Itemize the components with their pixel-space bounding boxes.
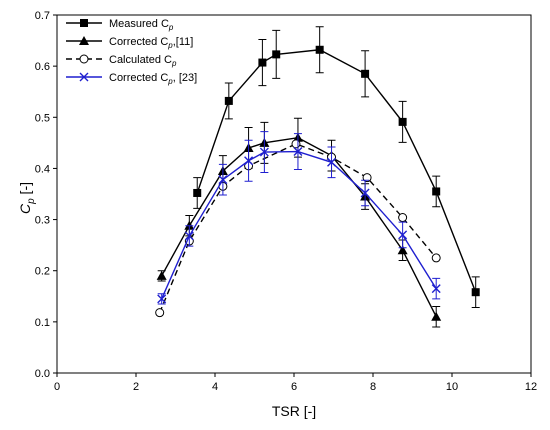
legend-item: Calculated Cp [66,54,177,68]
marker-cross [157,294,167,304]
marker-triangle [431,311,442,321]
legend-item: Corrected Cp,[11] [66,36,193,50]
series-measured-cp [193,26,480,309]
marker-square [361,69,370,78]
marker-square [432,187,441,196]
x-tick-label: 8 [370,381,376,393]
marker-triangle [79,36,89,45]
y-axis-label-sub: p [26,198,37,205]
series-line [161,150,437,300]
marker-circle [79,54,89,64]
series-line [159,143,437,313]
axis-ticks: 0 2 4 6 8 10 12 0.0 0.1 0.2 0.3 0.4 0.5 0.6 0.7 [35,10,537,393]
x-tick-label: 10 [446,381,458,393]
marker-square [315,45,324,54]
marker-square [193,188,202,197]
marker-cross [244,156,254,166]
series-line [161,137,437,318]
marker-square [272,50,281,59]
marker-cross [79,72,89,82]
series-calculated-cp [155,139,441,318]
y-tick-label: 0.4 [35,163,50,175]
plot-area-border [56,14,532,374]
marker-triangle [397,245,408,255]
y-axis-label: Cp [-] [17,182,37,214]
marker-circle [362,173,372,183]
marker-circle [398,213,408,223]
marker-cross [184,231,194,241]
series-layer [155,26,480,328]
y-tick-label: 0.6 [35,61,50,73]
marker-cross [398,230,408,240]
marker-cross [218,175,228,185]
y-axis-label-main: C [17,203,33,214]
legend-item: Corrected Cp, [23] [66,72,197,86]
x-tick-label: 0 [54,381,60,393]
x-tick-label: 4 [212,381,218,393]
marker-triangle [156,270,167,280]
marker-square [80,19,88,27]
legend-label: Corrected Cp,[11] [109,36,193,50]
series-corrected-cp-23 [157,131,441,305]
x-tick-label: 2 [133,381,139,393]
marker-cross [259,147,269,157]
plot-frame [56,14,532,374]
marker-square [224,96,233,105]
marker-square [398,117,407,126]
legend-label: Calculated Cp [109,54,177,68]
marker-cross [327,157,337,167]
y-tick-label: 0.7 [35,10,50,22]
x-axis-label: TSR [-] [272,403,316,419]
marker-square [471,288,480,297]
y-axis-label-suffix: [-] [17,182,33,198]
marker-circle [431,253,441,263]
y-tick-label: 0.2 [35,266,50,278]
y-tick-label: 0.3 [35,215,50,227]
x-tick-label: 6 [291,381,297,393]
legend-label: Measured Cp [109,18,174,32]
marker-cross [360,188,370,198]
marker-cross [293,147,303,157]
y-tick-label: 0.5 [35,112,50,124]
x-tick-label: 12 [525,381,537,393]
y-tick-label: 0.0 [35,368,50,380]
marker-square [258,58,267,67]
marker-cross [431,284,441,294]
marker-circle [291,139,301,149]
legend-item: Measured Cp [66,18,174,32]
legend-label: Corrected Cp, [23] [109,72,197,86]
legend: Measured Cp Corrected Cp,[11] Calculated C… [66,18,197,86]
y-tick-label: 0.1 [35,317,50,329]
marker-circle [155,308,165,318]
